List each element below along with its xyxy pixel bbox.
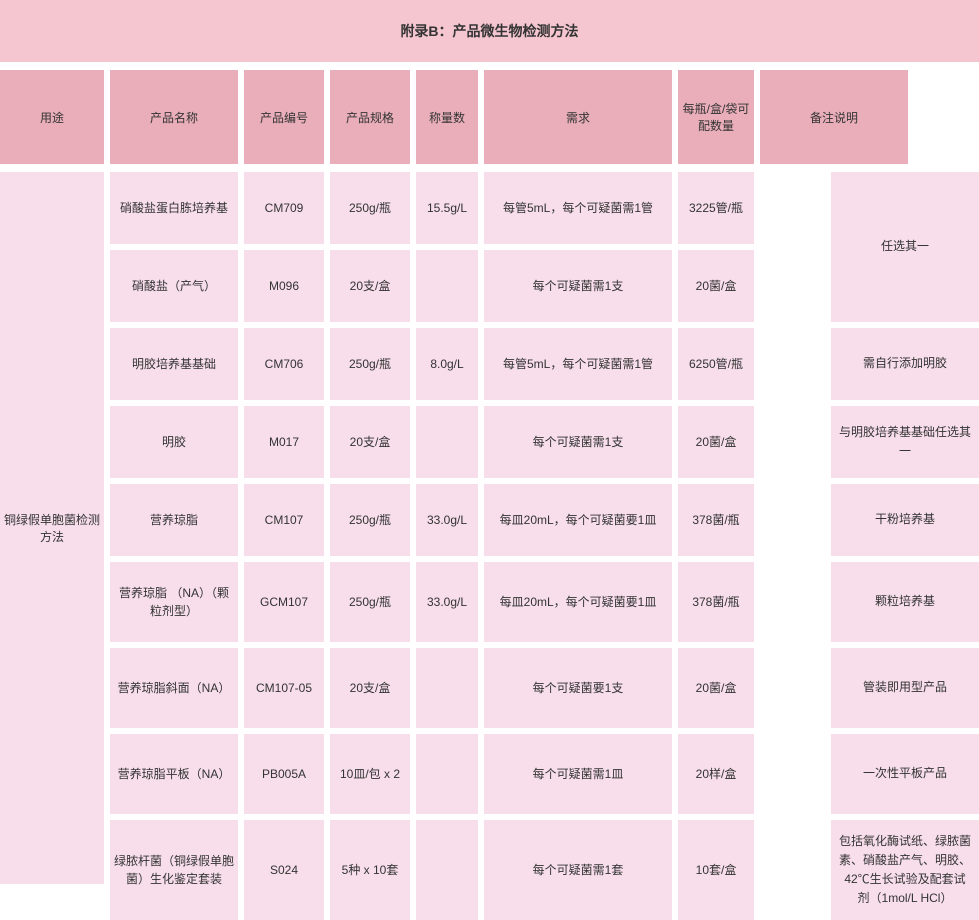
table-row: 营养琼脂斜面（NA） CM107-05 20支/盒 每个可疑菌要1支 20菌/盒 xyxy=(110,648,825,728)
remark-cell: 包括氧化酶试纸、绿脓菌素、硝酸盐产气、明胶、42℃生长试验及配套试剂（1mol/… xyxy=(831,820,979,920)
cell-qty: 378菌/瓶 xyxy=(678,484,754,556)
cell-spec: 10皿/包 x 2 xyxy=(330,734,410,814)
header-product-name: 产品名称 xyxy=(110,70,238,164)
cell-qty: 20样/盒 xyxy=(678,734,754,814)
cell-req: 每管5mL，每个可疑菌需1管 xyxy=(484,328,672,400)
header-spec: 产品规格 xyxy=(330,70,410,164)
cell-spec: 20支/盒 xyxy=(330,406,410,478)
cell-weigh: 33.0g/L xyxy=(416,484,478,556)
table-row: 明胶 M017 20支/盒 每个可疑菌需1支 20菌/盒 xyxy=(110,406,825,478)
cell-weigh xyxy=(416,820,478,920)
cell-name: 硝酸盐蛋白胨培养基 xyxy=(110,172,238,244)
cell-qty: 3225管/瓶 xyxy=(678,172,754,244)
cell-qty: 6250管/瓶 xyxy=(678,328,754,400)
cell-code: CM709 xyxy=(244,172,324,244)
cell-spec: 250g/瓶 xyxy=(330,562,410,642)
cell-code: CM107-05 xyxy=(244,648,324,728)
cell-spec: 250g/瓶 xyxy=(330,328,410,400)
cell-spec: 5种 x 10套 xyxy=(330,820,410,920)
table-row: 绿脓杆菌（铜绿假单胞菌）生化鉴定套装 S024 5种 x 10套 每个可疑菌需1… xyxy=(110,820,825,920)
header-usage: 用途 xyxy=(0,70,104,164)
cell-spec: 20支/盒 xyxy=(330,648,410,728)
cell-code: GCM107 xyxy=(244,562,324,642)
cell-weigh xyxy=(416,406,478,478)
cell-req: 每个可疑菌要1支 xyxy=(484,648,672,728)
data-rows: 硝酸盐蛋白胨培养基 CM709 250g/瓶 15.5g/L 每管5mL，每个可… xyxy=(110,172,825,920)
cell-name: 明胶培养基基础 xyxy=(110,328,238,400)
remark-cell: 干粉培养基 xyxy=(831,484,979,556)
remark-column: 任选其一 需自行添加明胶 与明胶培养基基础任选其一 干粉培养基 颗粒培养基 管装… xyxy=(831,172,979,920)
table-body: 铜绿假单胞菌检测方法 硝酸盐蛋白胨培养基 CM709 250g/瓶 15.5g/… xyxy=(0,172,979,920)
remark-cell: 颗粒培养基 xyxy=(831,562,979,642)
table-row: 营养琼脂平板（NA） PB005A 10皿/包 x 2 每个可疑菌需1皿 20样… xyxy=(110,734,825,814)
cell-code: S024 xyxy=(244,820,324,920)
remark-cell: 管装即用型产品 xyxy=(831,648,979,728)
cell-req: 每个可疑菌需1套 xyxy=(484,820,672,920)
usage-cell: 铜绿假单胞菌检测方法 xyxy=(0,172,104,884)
table-row: 明胶培养基基础 CM706 250g/瓶 8.0g/L 每管5mL，每个可疑菌需… xyxy=(110,328,825,400)
header-product-code: 产品编号 xyxy=(244,70,324,164)
cell-name: 营养琼脂 （NA）（颗粒剂型） xyxy=(110,562,238,642)
cell-name: 营养琼脂平板（NA） xyxy=(110,734,238,814)
cell-qty: 20菌/盒 xyxy=(678,406,754,478)
cell-req: 每皿20mL，每个可疑菌要1皿 xyxy=(484,562,672,642)
remark-cell: 任选其一 xyxy=(831,172,979,322)
cell-name: 绿脓杆菌（铜绿假单胞菌）生化鉴定套装 xyxy=(110,820,238,920)
cell-qty: 20菌/盒 xyxy=(678,648,754,728)
cell-name: 营养琼脂 xyxy=(110,484,238,556)
cell-req: 每皿20mL，每个可疑菌要1皿 xyxy=(484,484,672,556)
cell-name: 明胶 xyxy=(110,406,238,478)
cell-req: 每个可疑菌需1支 xyxy=(484,250,672,322)
header-weigh: 称量数 xyxy=(416,70,478,164)
cell-weigh xyxy=(416,250,478,322)
table-row: 营养琼脂 CM107 250g/瓶 33.0g/L 每皿20mL，每个可疑菌要1… xyxy=(110,484,825,556)
cell-code: CM107 xyxy=(244,484,324,556)
table-header-row: 用途 产品名称 产品编号 产品规格 称量数 需求 每瓶/盒/袋可配数量 备注说明 xyxy=(0,70,979,164)
data-table: 用途 产品名称 产品编号 产品规格 称量数 需求 每瓶/盒/袋可配数量 备注说明… xyxy=(0,70,979,920)
appendix-table-container: 附录B：产品微生物检测方法 用途 产品名称 产品编号 产品规格 称量数 需求 每… xyxy=(0,0,979,920)
cell-weigh: 33.0g/L xyxy=(416,562,478,642)
cell-req: 每管5mL，每个可疑菌需1管 xyxy=(484,172,672,244)
header-requirement: 需求 xyxy=(484,70,672,164)
cell-code: M017 xyxy=(244,406,324,478)
cell-spec: 250g/瓶 xyxy=(330,172,410,244)
cell-qty: 10套/盒 xyxy=(678,820,754,920)
cell-code: M096 xyxy=(244,250,324,322)
cell-spec: 20支/盒 xyxy=(330,250,410,322)
remark-cell: 一次性平板产品 xyxy=(831,734,979,814)
cell-code: CM706 xyxy=(244,328,324,400)
cell-weigh: 15.5g/L xyxy=(416,172,478,244)
header-quantity: 每瓶/盒/袋可配数量 xyxy=(678,70,754,164)
cell-qty: 20菌/盒 xyxy=(678,250,754,322)
table-row: 硝酸盐蛋白胨培养基 CM709 250g/瓶 15.5g/L 每管5mL，每个可… xyxy=(110,172,825,244)
cell-spec: 250g/瓶 xyxy=(330,484,410,556)
remark-cell: 与明胶培养基基础任选其一 xyxy=(831,406,979,478)
cell-qty: 378菌/瓶 xyxy=(678,562,754,642)
cell-req: 每个可疑菌需1皿 xyxy=(484,734,672,814)
table-title: 附录B：产品微生物检测方法 xyxy=(0,0,979,62)
cell-weigh xyxy=(416,648,478,728)
cell-name: 硝酸盐（产气） xyxy=(110,250,238,322)
table-row: 营养琼脂 （NA）（颗粒剂型） GCM107 250g/瓶 33.0g/L 每皿… xyxy=(110,562,825,642)
cell-weigh xyxy=(416,734,478,814)
remark-cell: 需自行添加明胶 xyxy=(831,328,979,400)
cell-name: 营养琼脂斜面（NA） xyxy=(110,648,238,728)
header-remark: 备注说明 xyxy=(760,70,908,164)
cell-req: 每个可疑菌需1支 xyxy=(484,406,672,478)
cell-weigh: 8.0g/L xyxy=(416,328,478,400)
table-row: 硝酸盐（产气） M096 20支/盒 每个可疑菌需1支 20菌/盒 xyxy=(110,250,825,322)
cell-code: PB005A xyxy=(244,734,324,814)
